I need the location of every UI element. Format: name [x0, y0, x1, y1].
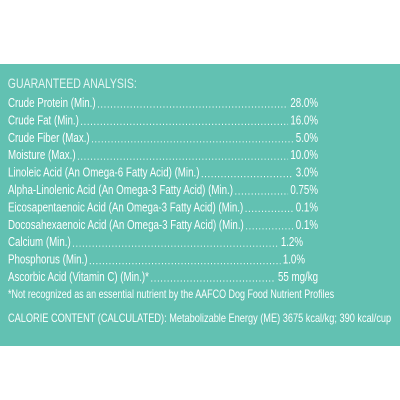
title: GUARANTEED ANALYSIS: [8, 76, 137, 92]
row-label: Calcium (Min.) [8, 236, 71, 249]
row-label: Crude Fat (Min.) [8, 114, 79, 127]
row-label: Docosahexaenoic Acid (An Omega-3 Fatty A… [8, 219, 244, 232]
row-label: Crude Protein (Min.) [8, 97, 96, 110]
row-value: 3.0% [296, 167, 318, 180]
calorie-content: CALORIE CONTENT (CALCULATED): Metaboliza… [8, 312, 391, 325]
row-value: 0.75% [290, 184, 318, 197]
row-label: Ascorbic Acid (Vitamin C) (Min.)* [8, 271, 150, 284]
row-value: 55 mg/kg [278, 271, 318, 284]
row-label: Moisture (Max.) [8, 149, 76, 162]
row-label: Linoleic Acid (An Omega-6 Fatty Acid) (M… [8, 167, 200, 180]
row-value: 10.0% [290, 149, 318, 162]
footnote: *Not recognized as an essential nutrient… [8, 289, 334, 301]
row-label: Alpha-Linolenic Acid (An Omega-3 Fatty A… [8, 184, 233, 197]
row-value: 16.0% [290, 114, 318, 127]
row-label: Phosphorus (Min.) [8, 254, 88, 267]
row-value: 0.1% [296, 201, 318, 214]
content: GUARANTEED ANALYSIS: Crude Protein (Min.… [8, 76, 391, 326]
row-value: 0.1% [296, 219, 318, 232]
row-label: Eicosapentaenoic Acid (An Omega-3 Fatty … [8, 201, 243, 214]
row-value: 5.0% [296, 132, 318, 145]
row-value: 1.2% [281, 236, 303, 249]
row-label: Crude Fiber (Max.) [8, 132, 90, 145]
row-value: 1.0% [283, 254, 305, 267]
panel [0, 64, 400, 346]
row-value: 28.0% [290, 97, 318, 110]
